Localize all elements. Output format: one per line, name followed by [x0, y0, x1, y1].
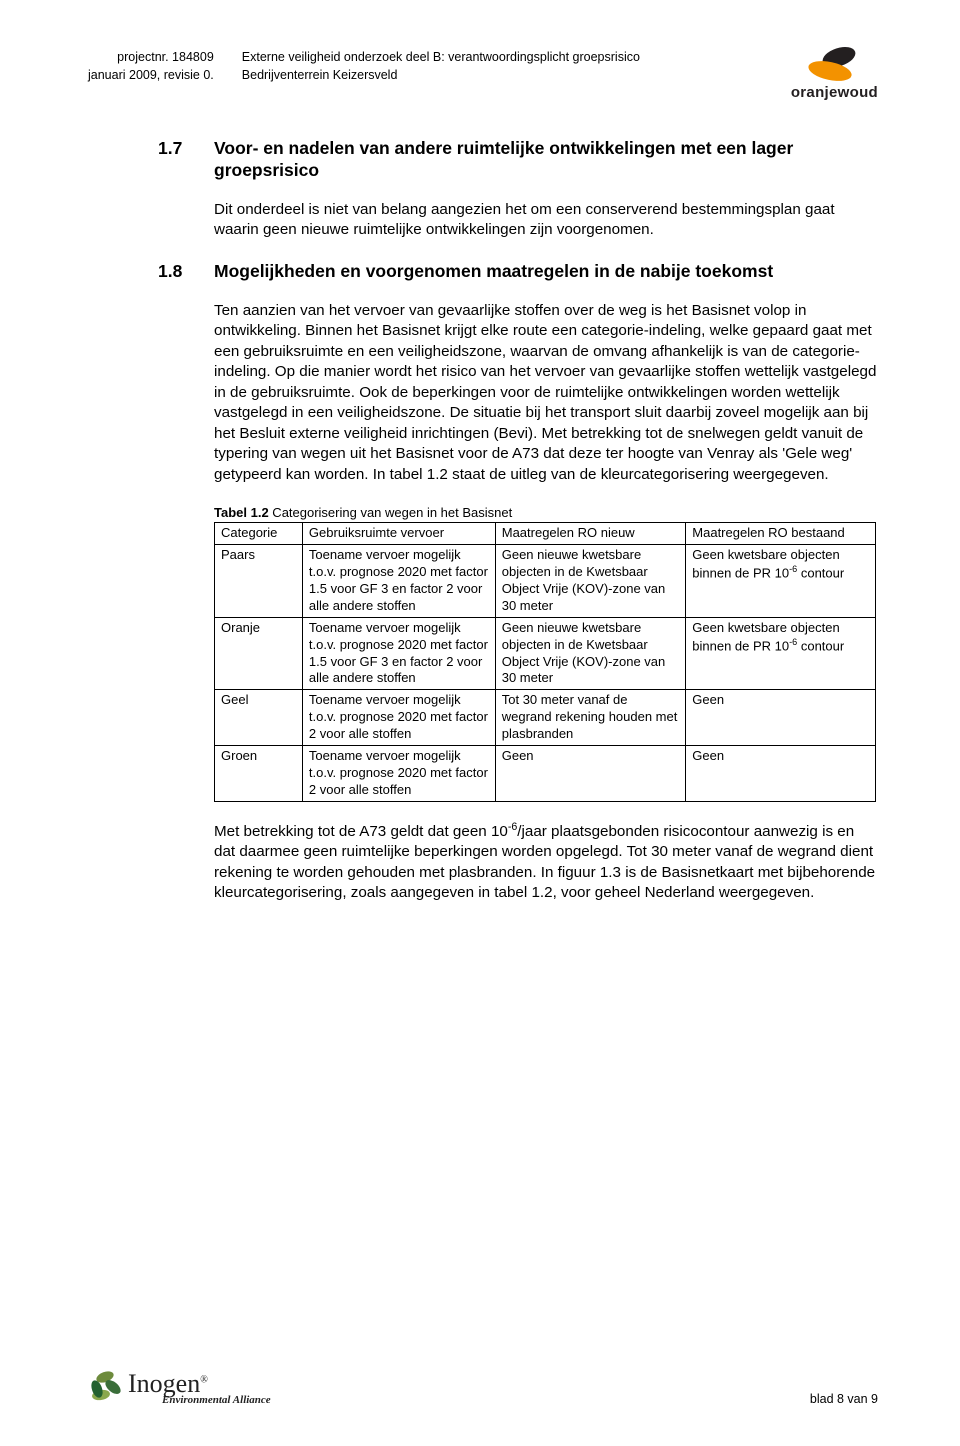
cell-categorie: Paars — [215, 545, 303, 618]
inogen-logo: Inogen® Environmental Alliance — [88, 1371, 271, 1406]
header-left: projectnr. 184809 januari 2009, revisie … — [88, 48, 214, 84]
page: projectnr. 184809 januari 2009, revisie … — [0, 0, 960, 1446]
header-center: Externe veiligheid onderzoek deel B: ver… — [214, 48, 758, 84]
col-header-categorie: Categorie — [215, 523, 303, 545]
table-header-row: Categorie Gebruiksruimte vervoer Maatreg… — [215, 523, 876, 545]
section-number: 1.7 — [158, 138, 214, 182]
table-row: Paars Toename vervoer mogelijk t.o.v. pr… — [215, 545, 876, 618]
closing-para: Met betrekking tot de A73 geldt dat geen… — [214, 820, 878, 904]
col-header-ro-bestaand: Maatregelen RO bestaand — [686, 523, 876, 545]
col-header-ro-nieuw: Maatregelen RO nieuw — [495, 523, 686, 545]
doc-title-line2: Bedrijventerrein Keizersveld — [242, 66, 758, 84]
inogen-text: Inogen® Environmental Alliance — [128, 1371, 271, 1406]
table-row: Geel Toename vervoer mogelijk t.o.v. pro… — [215, 690, 876, 746]
logo-text: oranjewoud — [791, 84, 878, 101]
cell-gebruiksruimte: Toename vervoer mogelijk t.o.v. prognose… — [302, 545, 495, 618]
oranjewoud-logo: oranjewoud — [791, 48, 878, 101]
cell-gebruiksruimte: Toename vervoer mogelijk t.o.v. prognose… — [302, 617, 495, 690]
cell-ro-nieuw: Geen — [495, 745, 686, 801]
doc-title-line1: Externe veiligheid onderzoek deel B: ver… — [242, 48, 758, 66]
cell-gebruiksruimte: Toename vervoer mogelijk t.o.v. prognose… — [302, 745, 495, 801]
cell-ro-bestaand: Geen kwetsbare objecten binnen de PR 10-… — [686, 617, 876, 690]
section-1-7-para: Dit onderdeel is niet van belang aangezi… — [214, 200, 878, 241]
cell-categorie: Geel — [215, 690, 303, 746]
section-title: Mogelijkheden en voorgenomen maatregelen… — [214, 261, 773, 283]
content: 1.7 Voor- en nadelen van andere ruimteli… — [158, 138, 878, 904]
cell-categorie: Oranje — [215, 617, 303, 690]
basisnet-table: Categorie Gebruiksruimte vervoer Maatreg… — [214, 522, 876, 801]
section-number: 1.8 — [158, 261, 214, 283]
table-row: Groen Toename vervoer mogelijk t.o.v. pr… — [215, 745, 876, 801]
page-header: projectnr. 184809 januari 2009, revisie … — [88, 48, 878, 102]
table-caption-text: Categorisering van wegen in het Basisnet — [269, 505, 513, 520]
page-footer: Inogen® Environmental Alliance blad 8 va… — [88, 1371, 878, 1406]
table-caption: Tabel 1.2 Categorisering van wegen in he… — [214, 505, 878, 520]
header-right: oranjewoud — [758, 48, 878, 102]
table-caption-label: Tabel 1.2 — [214, 505, 269, 520]
table-row: Oranje Toename vervoer mogelijk t.o.v. p… — [215, 617, 876, 690]
cell-ro-bestaand: Geen kwetsbare objecten binnen de PR 10-… — [686, 545, 876, 618]
section-1-8-para: Ten aanzien van het vervoer van gevaarli… — [214, 301, 878, 486]
cell-ro-nieuw: Geen nieuwe kwetsbare objecten in de Kwe… — [495, 617, 686, 690]
cell-ro-bestaand: Geen — [686, 745, 876, 801]
doc-date: januari 2009, revisie 0. — [88, 66, 214, 84]
section-title: Voor- en nadelen van andere ruimtelijke … — [214, 138, 878, 182]
page-number: blad 8 van 9 — [810, 1392, 878, 1406]
cell-ro-nieuw: Geen nieuwe kwetsbare objecten in de Kwe… — [495, 545, 686, 618]
cell-ro-bestaand: Geen — [686, 690, 876, 746]
col-header-gebruiksruimte: Gebruiksruimte vervoer — [302, 523, 495, 545]
section-1-7-heading: 1.7 Voor- en nadelen van andere ruimteli… — [158, 138, 878, 182]
inogen-mark-icon — [88, 1372, 122, 1406]
cell-gebruiksruimte: Toename vervoer mogelijk t.o.v. prognose… — [302, 690, 495, 746]
cell-categorie: Groen — [215, 745, 303, 801]
leaf-icon — [808, 48, 860, 82]
section-1-8-heading: 1.8 Mogelijkheden en voorgenomen maatreg… — [158, 261, 878, 283]
cell-ro-nieuw: Tot 30 meter vanaf de wegrand rekening h… — [495, 690, 686, 746]
project-number: projectnr. 184809 — [88, 48, 214, 66]
